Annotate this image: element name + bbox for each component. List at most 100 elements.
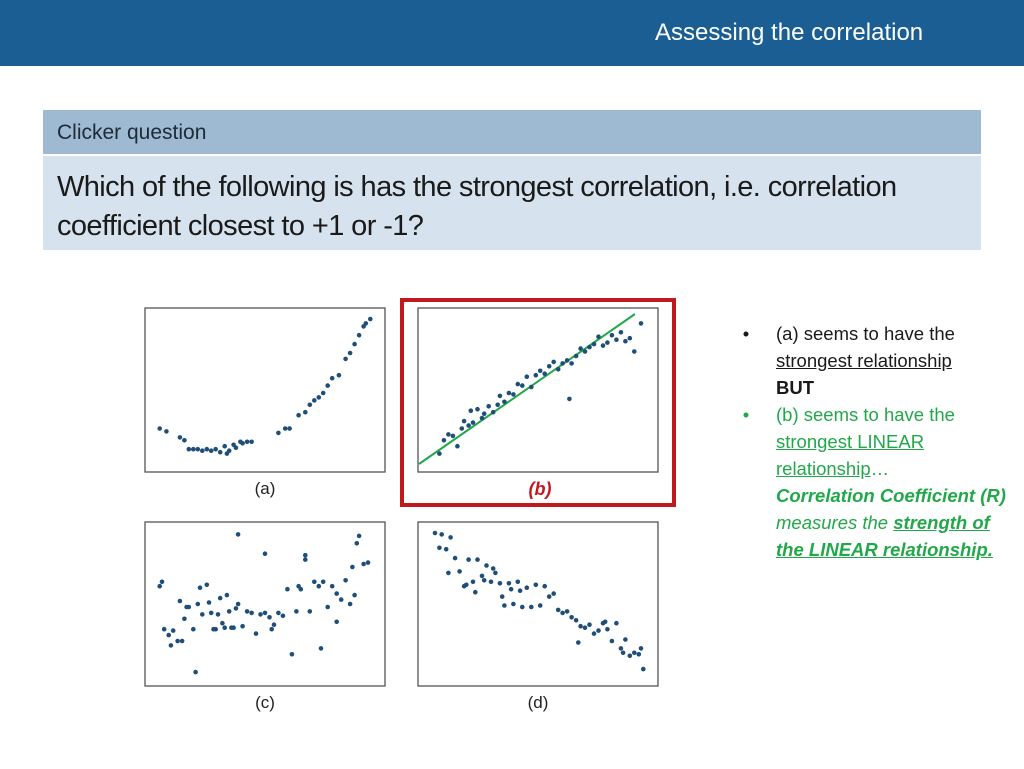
data-point bbox=[443, 546, 449, 552]
data-point bbox=[441, 438, 447, 443]
plot-frame-c bbox=[144, 521, 386, 687]
data-point bbox=[197, 585, 203, 590]
data-point bbox=[233, 445, 239, 451]
data-point bbox=[235, 601, 241, 607]
data-point bbox=[446, 570, 451, 576]
data-point bbox=[325, 604, 331, 610]
points-b bbox=[437, 321, 644, 456]
data-point bbox=[303, 552, 308, 558]
data-point bbox=[479, 573, 485, 579]
data-point bbox=[307, 402, 313, 408]
data-point bbox=[602, 619, 608, 625]
data-point bbox=[511, 601, 516, 607]
note-item-2: • (b) seems to have the strongest LINEAR… bbox=[736, 401, 1006, 563]
notes-list: • (a) seems to have the strongest relati… bbox=[736, 320, 1006, 563]
data-point bbox=[473, 589, 478, 595]
data-point bbox=[452, 555, 458, 561]
data-point bbox=[352, 341, 357, 347]
data-point bbox=[215, 612, 221, 617]
data-point bbox=[303, 409, 308, 415]
data-point bbox=[182, 438, 187, 443]
data-point bbox=[157, 426, 162, 431]
data-point bbox=[576, 640, 581, 645]
note-1-underlined: strongest relationship bbox=[776, 350, 952, 371]
data-point bbox=[258, 612, 263, 617]
note-1-but: BUT bbox=[776, 377, 815, 398]
data-point bbox=[515, 579, 521, 585]
data-point bbox=[470, 579, 476, 585]
data-point bbox=[271, 622, 277, 627]
data-point bbox=[244, 609, 250, 614]
data-point bbox=[627, 335, 633, 341]
data-point bbox=[515, 381, 521, 387]
data-point bbox=[475, 557, 480, 562]
data-point bbox=[262, 551, 268, 556]
data-point bbox=[578, 623, 583, 629]
note-2-term: Correlation Coefficient (R) bbox=[776, 485, 1006, 506]
data-point bbox=[486, 404, 492, 409]
note-2-emphasis: strength of the LINEAR relationship. bbox=[776, 512, 993, 560]
data-point bbox=[253, 631, 259, 636]
plot-label-c: (c) bbox=[255, 693, 275, 712]
data-point bbox=[573, 618, 579, 623]
data-point bbox=[240, 623, 245, 629]
data-point bbox=[186, 446, 192, 452]
data-point bbox=[555, 607, 561, 613]
data-point bbox=[564, 609, 570, 614]
data-point bbox=[542, 583, 547, 589]
data-point bbox=[316, 395, 322, 400]
data-point bbox=[334, 619, 340, 625]
data-point bbox=[560, 610, 565, 616]
data-point bbox=[439, 532, 445, 537]
data-point bbox=[195, 601, 201, 607]
data-point bbox=[354, 541, 360, 546]
data-point bbox=[542, 371, 547, 377]
data-point bbox=[363, 321, 369, 326]
data-point bbox=[208, 610, 214, 616]
data-point bbox=[506, 581, 512, 586]
slide-title: Assessing the correlation bbox=[655, 19, 924, 46]
data-point bbox=[479, 415, 485, 421]
data-point bbox=[220, 620, 225, 626]
data-point bbox=[497, 581, 503, 586]
data-point bbox=[524, 585, 530, 590]
note-2-text: (b) seems to have the bbox=[776, 404, 955, 425]
data-point bbox=[632, 650, 637, 656]
data-point bbox=[605, 626, 610, 632]
data-point bbox=[182, 616, 187, 622]
data-point bbox=[211, 626, 216, 632]
plot-frame-a bbox=[144, 307, 386, 473]
data-point bbox=[240, 441, 245, 446]
data-point bbox=[368, 316, 373, 322]
data-point bbox=[217, 449, 223, 455]
data-point bbox=[193, 669, 198, 675]
data-point bbox=[490, 566, 496, 571]
data-point bbox=[213, 446, 218, 452]
data-point bbox=[529, 384, 534, 390]
data-point bbox=[175, 638, 180, 644]
plot-label-b: (b) bbox=[529, 479, 552, 499]
data-point bbox=[623, 637, 628, 642]
data-point bbox=[466, 423, 471, 428]
plot-label-d: (d) bbox=[528, 693, 549, 712]
data-point bbox=[450, 433, 456, 439]
data-point bbox=[614, 620, 619, 626]
points-d bbox=[432, 530, 646, 672]
data-point bbox=[224, 592, 230, 598]
data-point bbox=[502, 603, 507, 608]
data-point bbox=[609, 638, 615, 644]
data-point bbox=[493, 570, 498, 576]
data-point bbox=[555, 367, 561, 372]
bullet-icon: • bbox=[742, 323, 750, 344]
plot-label-a: (a) bbox=[255, 479, 276, 498]
data-point bbox=[481, 578, 487, 583]
data-point bbox=[533, 372, 539, 378]
data-point bbox=[638, 646, 644, 651]
data-point bbox=[226, 609, 232, 614]
data-point bbox=[347, 350, 353, 356]
data-point bbox=[320, 390, 326, 396]
data-point bbox=[285, 586, 290, 592]
data-point bbox=[233, 606, 239, 611]
data-point bbox=[320, 579, 326, 585]
data-point bbox=[618, 330, 624, 335]
